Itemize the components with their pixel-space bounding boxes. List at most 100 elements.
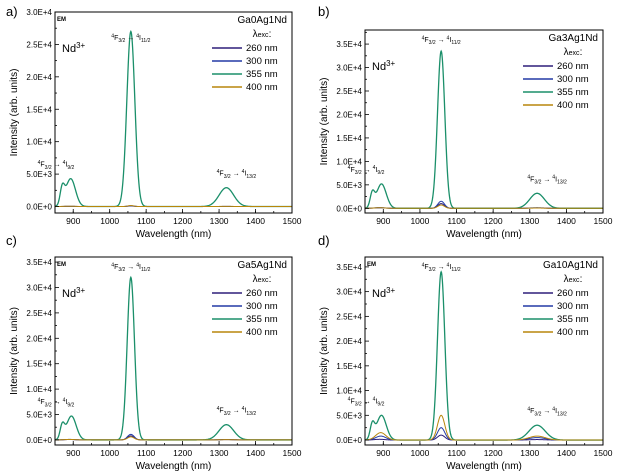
y-tick-label: 1.5E+4: [336, 134, 362, 143]
y-tick-label: 1.0E+4: [26, 385, 52, 394]
y-tick-label: 1.0E+4: [26, 138, 52, 147]
y-tick-label: 5.0E+3: [336, 181, 362, 190]
legend-item: 400 nm: [246, 327, 278, 338]
x-tick-label: 900: [376, 216, 390, 226]
x-tick-label: 1000: [100, 448, 119, 458]
y-axis-label: Intensity (arb. units): [9, 69, 20, 157]
legend-title: λexc:: [564, 274, 583, 285]
annotation: 4F3/2 → 4I9/2: [348, 165, 385, 176]
y-tick-label: 2.0E+4: [26, 334, 52, 343]
legend-item: 300 nm: [246, 56, 278, 67]
x-tick-label: 1200: [484, 216, 503, 226]
annotation: 4F3/2 → 4I11/2: [422, 262, 461, 273]
legend-item: 400 nm: [557, 327, 589, 338]
x-tick-label: 1100: [137, 448, 156, 458]
annotation: 4F3/2 → 4I11/2: [422, 35, 461, 46]
chart-panel-b: b) 900 1000 1100 1200 1300 1400 1500 0.0E+0 5.0E+…: [318, 4, 613, 240]
em-tag: EM: [57, 262, 66, 268]
legend-title: λexc:: [253, 29, 272, 40]
series-group: [364, 270, 603, 441]
legend-item: 355 nm: [557, 87, 589, 98]
legend-item: 260 nm: [246, 43, 278, 54]
x-tick-label: 1100: [447, 216, 466, 226]
series-line-400-nm: [54, 436, 292, 441]
legend-item: 260 nm: [557, 288, 589, 299]
series-line-300-nm: [55, 433, 292, 441]
series-group: [54, 29, 292, 208]
series-line-400-nm: [55, 205, 292, 208]
series-line-260-nm: [365, 434, 603, 441]
annotation: 4F3/2 → 4I13/2: [217, 169, 257, 180]
series-line-300-nm: [364, 427, 603, 441]
y-tick-label: 1.5E+4: [336, 362, 362, 371]
x-tick-label: 1100: [137, 216, 156, 226]
x-tick-label: 1300: [520, 448, 539, 458]
annotation: 4F3/2 → 4I11/2: [111, 262, 150, 273]
x-tick-label: 1400: [246, 448, 265, 458]
y-tick-label: 5.0E+3: [26, 170, 52, 179]
y-tick-label: 2.0E+4: [336, 110, 362, 119]
legend-item: 300 nm: [557, 301, 589, 312]
x-tick-label: 1200: [484, 448, 503, 458]
y-tick-label: 3.0E+4: [26, 283, 52, 292]
legend-item: 400 nm: [246, 82, 278, 93]
em-tag: EM: [57, 17, 66, 23]
annotation: 4F3/2 → 4I11/2: [111, 33, 150, 44]
y-tick-label: 2.5E+4: [26, 309, 52, 318]
x-tick-label: 1000: [410, 216, 429, 226]
y-axis-label: Intensity (arb. units): [319, 307, 330, 395]
y-tick-label: 3.5E+4: [26, 258, 52, 267]
x-tick-label: 1400: [557, 448, 576, 458]
legend-item: 400 nm: [557, 100, 589, 111]
em-tag: EM: [367, 262, 376, 268]
y-tick-label: 3.5E+4: [336, 40, 362, 49]
y-axis-label: Intensity (arb. units): [9, 307, 20, 395]
ion-label: Nd3+: [372, 59, 395, 73]
ion-label: Nd3+: [372, 286, 395, 300]
y-tick-label: 0.0E+0: [336, 204, 362, 213]
legend-title: λexc:: [564, 47, 583, 58]
legend-item: 300 nm: [557, 74, 589, 85]
series-line-300-nm: [364, 200, 603, 209]
x-axis-label: Wavelength (nm): [446, 461, 522, 472]
ion-label: Nd3+: [62, 41, 85, 55]
y-tick-label: 3.0E+4: [26, 8, 52, 17]
annotation: 4F3/2 → 4I13/2: [527, 407, 567, 418]
x-tick-label: 1000: [410, 448, 429, 458]
plot-frame: [54, 256, 293, 446]
y-tick-label: 3.5E+4: [336, 263, 362, 272]
x-tick-label: 1500: [283, 448, 302, 458]
x-tick-label: 1100: [447, 448, 466, 458]
legend-title: λexc:: [253, 274, 272, 285]
x-tick-label: 1200: [173, 448, 192, 458]
legend-item: 300 nm: [246, 301, 278, 312]
x-axis-label: Wavelength (nm): [446, 229, 522, 240]
annotation: 4F3/2 → 4I9/2: [348, 397, 385, 408]
legend-item: 355 nm: [246, 314, 278, 325]
x-tick-label: 1400: [246, 216, 265, 226]
y-tick-label: 5.0E+3: [26, 411, 52, 420]
y-tick-label: 1.5E+4: [26, 105, 52, 114]
y-tick-label: 2.5E+4: [336, 312, 362, 321]
x-tick-label: 1200: [173, 216, 192, 226]
legend-item: 260 nm: [246, 288, 278, 299]
sample-name: Ga3Ag1Nd: [549, 33, 598, 44]
x-tick-label: 1500: [283, 216, 302, 226]
y-tick-label: 2.5E+4: [26, 40, 52, 49]
chart-panel-a: a) 900 1000 1100 1200 1300 1400 1500 0.0E+0 5.0E+…: [6, 4, 302, 240]
y-tick-label: 1.5E+4: [26, 360, 52, 369]
y-tick-label: 2.5E+4: [336, 87, 362, 96]
plot-frame: [364, 256, 604, 446]
y-tick-label: 3.0E+4: [336, 64, 362, 73]
series-line-260-nm: [365, 203, 603, 209]
x-tick-label: 900: [66, 216, 80, 226]
plot-frame: [364, 29, 604, 214]
y-tick-label: 2.0E+4: [336, 337, 362, 346]
y-tick-label: 0.0E+0: [26, 436, 52, 445]
y-tick-label: 0.0E+0: [336, 436, 362, 445]
series-line-400-nm: [365, 204, 603, 209]
panel-label: d): [318, 233, 330, 248]
x-tick-label: 1500: [594, 448, 613, 458]
chart-panel-c: c) 900 1000 1100 1200 1300 1400 1500 0.0E+0 5.0E+…: [6, 233, 302, 472]
annotation: 4F3/2 → 4I13/2: [217, 406, 257, 417]
